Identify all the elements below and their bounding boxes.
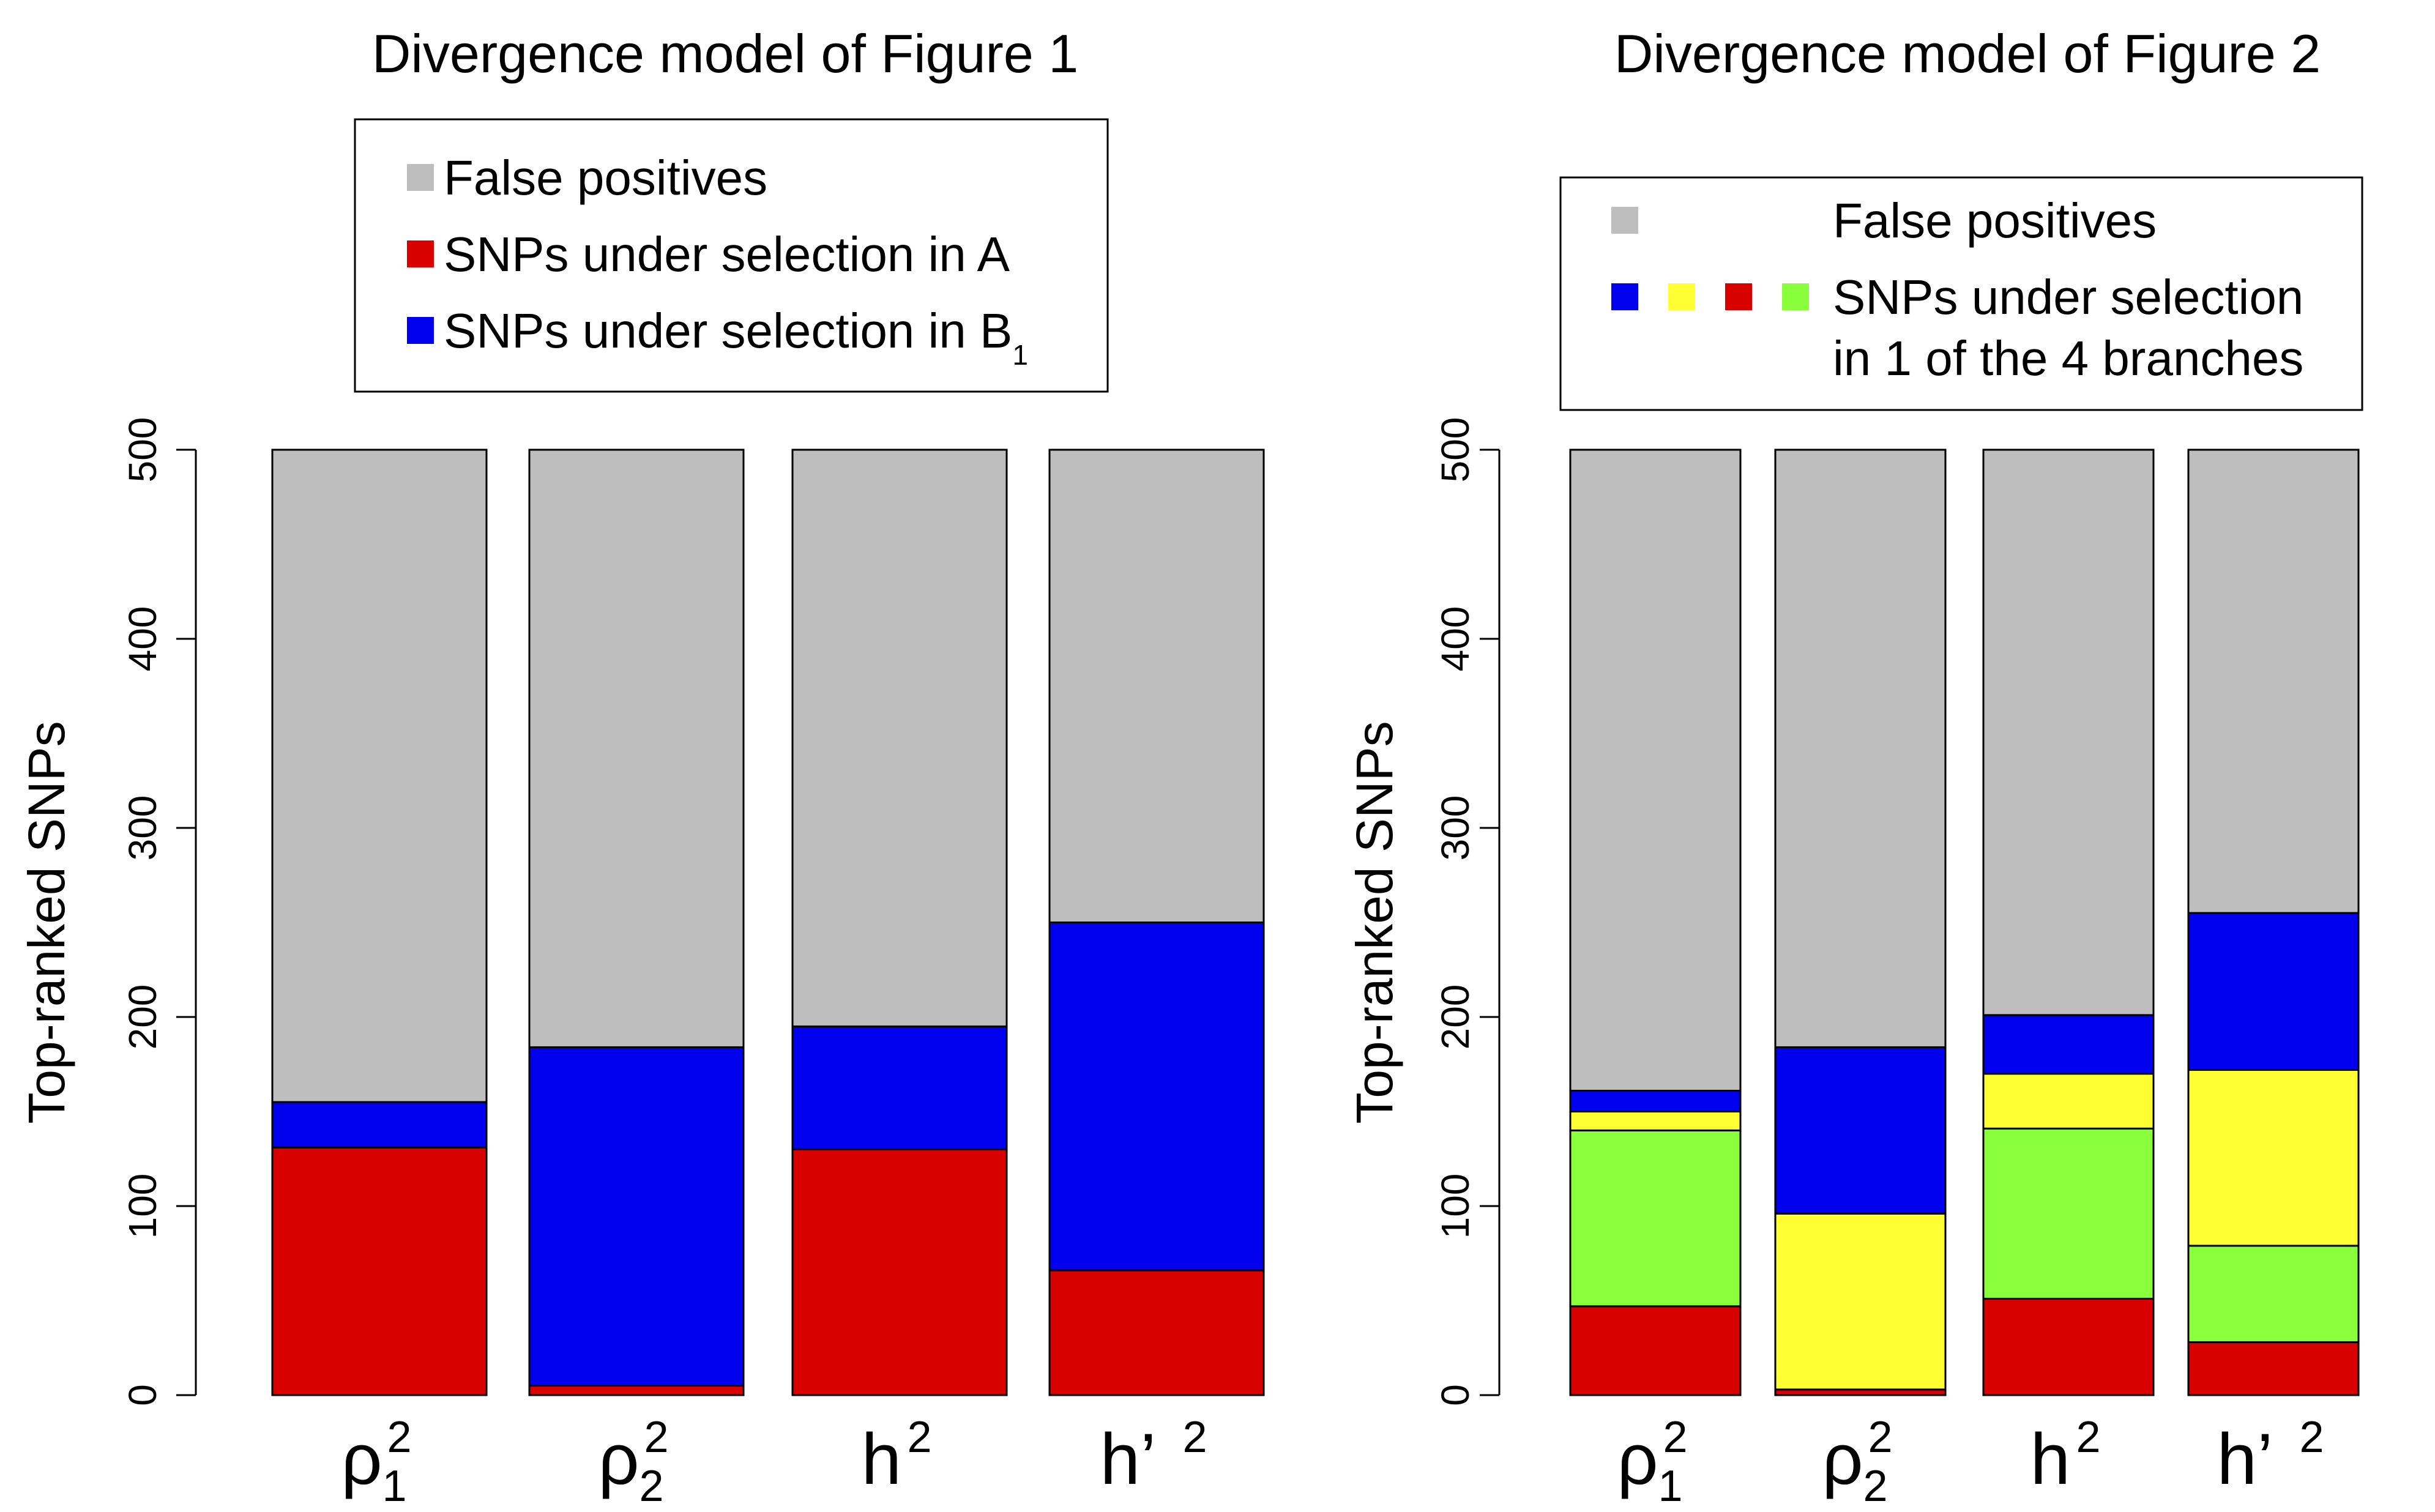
y-axis-label: Top-ranked SNPs [1346,721,1403,1123]
y-tick-label: 500 [121,417,165,483]
legend-swatch [407,240,434,267]
bar-segment-sel_A [271,1146,488,1396]
legend-swatch [1668,283,1695,310]
y-tick-label: 500 [1433,417,1477,483]
y-tick-label: 300 [1433,795,1477,861]
legend-label: SNPs under selection [1833,270,2303,324]
category-label-base: h [862,1419,902,1500]
category-label: ρ 21 [341,1413,412,1511]
chart-panel-2: Divergence model of Figure 2 False positi… [1346,23,2363,1511]
legend-label: SNPs under selection in A [444,227,1010,281]
y-axis-label: Top-ranked SNPs [18,721,75,1123]
legend-label: False positives [444,151,767,205]
bar-segment-false_pos [271,449,488,1103]
y-tick-label: 100 [121,1174,165,1239]
bar-segment-sel_B1 [528,1046,745,1387]
y-tick-label: 0 [1433,1384,1477,1406]
category-label-sup: 2 [908,1413,932,1462]
bar-segment-false_pos [1569,449,1742,1092]
category-label-sup: 2 [644,1413,669,1462]
legend-swatch [1611,283,1638,310]
category-label-sup: 2 [2076,1413,2101,1462]
legend-swatch [1725,283,1752,310]
bar-segment-green [1982,1127,2155,1300]
bars [271,449,1265,1396]
y-tick-label: 300 [121,795,165,861]
bar-segment-red [2187,1341,2360,1396]
chart-title: Divergence model of Figure 1 [372,23,1078,84]
legend: False positives SNPs under selection in A… [354,118,1109,393]
category-label-sup: 2 [1663,1413,1688,1462]
legend-label-subscript: 1 [1012,339,1028,371]
bar-segment-green [1569,1129,1742,1308]
category-label-sup: 2 [387,1413,412,1462]
bar-segment-false_pos [2187,449,2360,914]
legend-swatch [1782,283,1809,310]
legend: False positives SNPs under selection in 1 … [1559,176,2363,411]
category-label-base: ρ [1617,1419,1658,1500]
category-label-base: h’ [2217,1419,2273,1500]
bar-segment-blue [1569,1090,1742,1113]
bar-segment-blue [1982,1014,2155,1075]
y-axis: 0 100 200 300 400 500 Top-ranked SNPs [18,417,197,1406]
category-label: h’ 2 [2217,1413,2324,1500]
bars [1569,449,2360,1396]
bar-segment-blue [1774,1046,1947,1215]
bar-segment-yellow [1774,1212,1947,1391]
category-label: h’ 2 [1100,1413,1207,1500]
bar-segment-red [1569,1305,1742,1396]
bar-segment-false_pos [1774,449,1947,1048]
legend-swatch [407,317,434,344]
bar-segment-sel_B1 [271,1101,488,1149]
legend-label: False positives [1833,193,2157,248]
category-label: ρ 21 [1617,1413,1688,1511]
bar-segment-sel_B1 [791,1025,1008,1150]
legend-swatch [407,164,434,191]
legend-swatch [1611,207,1638,234]
category-label-base: h [2030,1419,2071,1500]
category-label-base: ρ [341,1419,382,1500]
y-tick-label: 400 [121,606,165,672]
category-label-sup: 2 [1183,1413,1207,1462]
category-label: ρ 22 [1822,1413,1893,1511]
category-label-sup: 2 [1868,1413,1893,1462]
category-label: ρ 22 [598,1413,669,1511]
category-label-sub: 2 [640,1462,664,1509]
bar-segment-false_pos [1982,449,2155,1016]
category-label-sub: 1 [1658,1462,1683,1509]
bar-segment-false_pos [1048,449,1265,923]
bar-segment-blue [2187,912,2360,1071]
category-label-base: ρ [598,1419,640,1500]
category-label-sup: 2 [2300,1413,2324,1462]
y-tick-label: 200 [1433,985,1477,1050]
chart-panel-1: Divergence model of Figure 1 False positi… [18,23,1265,1511]
bar-segment-sel_A [791,1148,1008,1396]
bar-segment-yellow [1569,1111,1742,1131]
category-label-sub: 2 [1863,1462,1888,1509]
category-label-base: h’ [1100,1419,1157,1500]
category-label-base: ρ [1822,1419,1863,1500]
legend-label: in 1 of the 4 branches [1833,331,2303,385]
bar-segment-sel_A [1048,1269,1265,1396]
bar-segment-red [1982,1297,2155,1396]
y-tick-label: 400 [1433,606,1477,672]
y-tick-label: 100 [1433,1174,1477,1239]
bar-segment-yellow [2187,1069,2360,1247]
y-tick-label: 0 [121,1384,165,1406]
y-tick-label: 200 [121,985,165,1050]
bar-segment-false_pos [528,449,745,1048]
bar-segment-false_pos [791,449,1008,1027]
chart-title: Divergence model of Figure 2 [1614,23,2321,84]
bar-segment-sel_B1 [1048,922,1265,1272]
bar-segment-sel_A [528,1385,745,1396]
bar-segment-yellow [1982,1073,2155,1130]
category-label-sub: 1 [382,1462,407,1509]
legend-box [354,118,1109,393]
y-axis: 0 100 200 300 400 500 Top-ranked SNPs [1346,417,1501,1406]
bar-segment-green [2187,1245,2360,1343]
